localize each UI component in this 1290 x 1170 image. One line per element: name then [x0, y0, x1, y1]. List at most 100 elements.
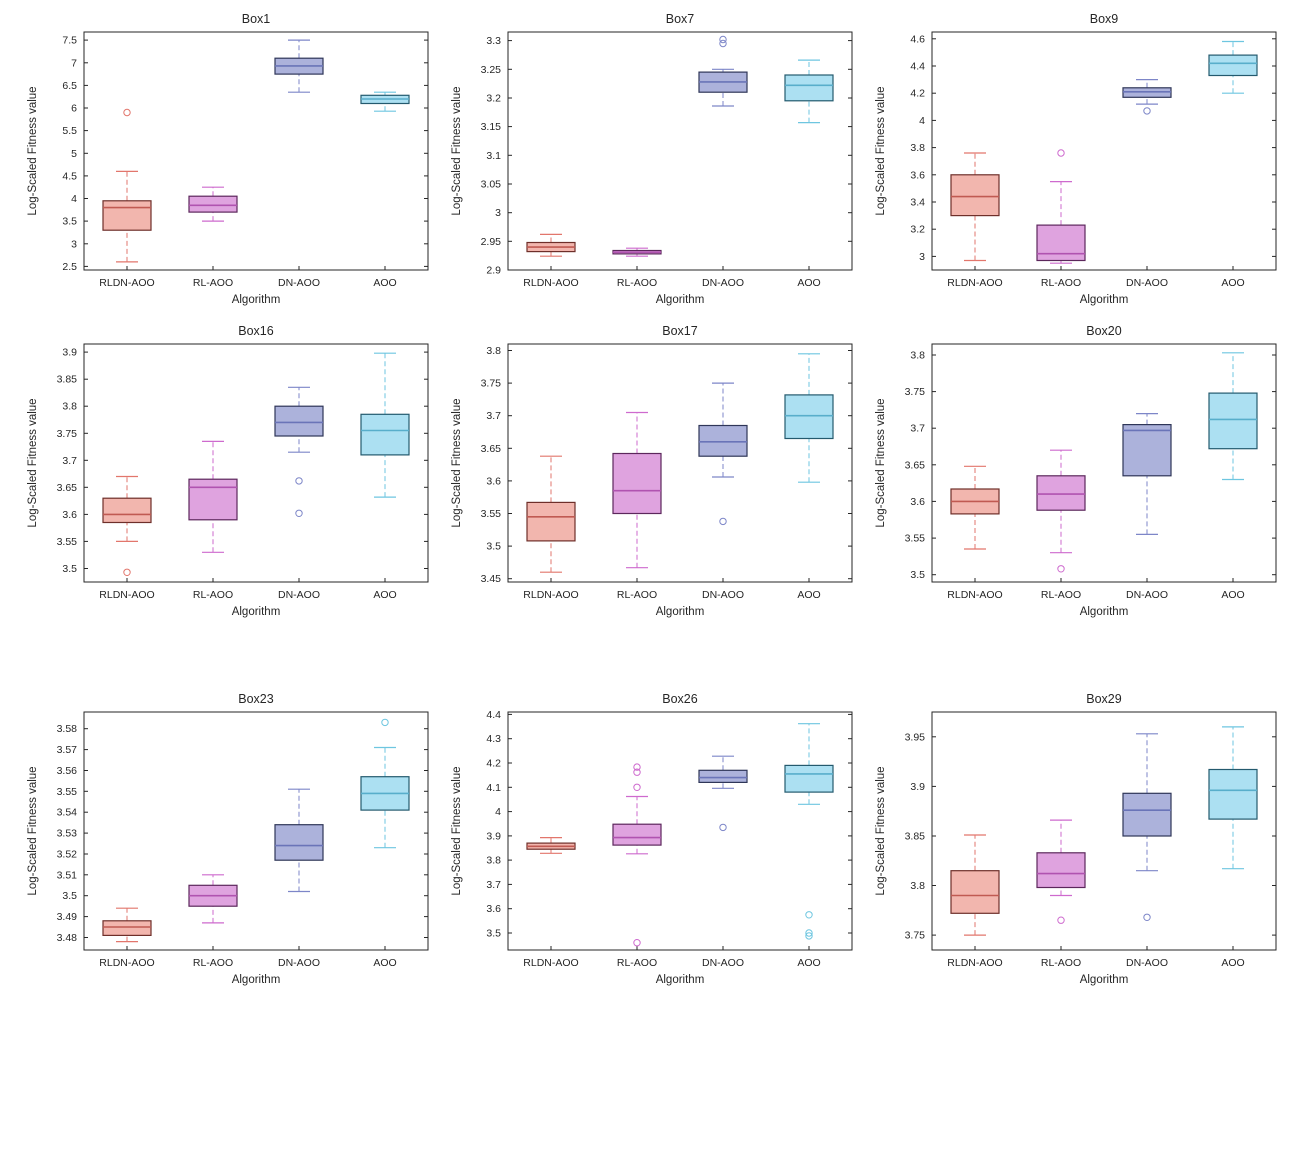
x-tick-label: AOO [373, 589, 396, 601]
x-tick-label: DN-AOO [1126, 589, 1168, 601]
y-axis-label: Log-Scaled Fitness value [875, 86, 887, 215]
x-tick-label: AOO [1221, 277, 1244, 289]
y-tick-label: 3.48 [57, 932, 78, 944]
box-AOO [784, 394, 834, 440]
outlier-marker [719, 39, 727, 48]
subplot-title: Box26 [662, 692, 697, 706]
y-tick-label: 3.75 [905, 930, 926, 942]
outlier-marker [805, 932, 813, 940]
x-tick-label: AOO [1221, 957, 1244, 969]
x-tick-label: DN-AOO [702, 957, 744, 969]
y-tick-label: 3.6 [910, 169, 925, 181]
y-tick-label: 4.2 [486, 758, 501, 770]
y-tick-label: 4.4 [486, 709, 501, 721]
y-tick-label: 3.52 [57, 849, 78, 861]
y-tick-label: 2.95 [481, 236, 502, 248]
x-tick-label: DN-AOO [702, 589, 744, 601]
boxplot-Box17: Box17 3.45 3.5 3.55 3.6 3.65 3.7 3.75 3.8 RLDN-AO… [451, 324, 853, 618]
boxplot-Box16: Box16 3.5 3.55 3.6 3.65 3.7 3.75 3.8 3.85 3.9 RLDN… [27, 324, 429, 618]
y-tick-label: 2.9 [486, 265, 501, 277]
subplot-Box1: Box1 2.5 3 3.5 4 4.5 5 5.5 6 6.5 7 7.5 RLDN-AOO RL-AO… [20, 8, 444, 320]
y-tick-label: 3.05 [481, 179, 502, 191]
subplot-Box16: Box16 3.5 3.55 3.6 3.65 3.7 3.75 3.8 3.85 3.9 RLDN… [20, 320, 444, 632]
x-tick-label: DN-AOO [702, 277, 744, 289]
y-tick-label: 3.6 [62, 509, 77, 521]
x-axis-label: Algorithm [232, 974, 281, 986]
y-tick-label: 3.8 [486, 345, 501, 357]
y-tick-label: 3.9 [486, 830, 501, 842]
subplot-title: Box7 [666, 12, 695, 26]
y-tick-label: 3.7 [910, 423, 925, 435]
subplot-title: Box9 [1090, 12, 1119, 26]
axes-frame [507, 711, 853, 951]
box-RLDN-AOO [102, 200, 152, 231]
x-tick-label: DN-AOO [278, 589, 320, 601]
box-AOO [1208, 392, 1258, 450]
figure-canvas: Box1 2.5 3 3.5 4 4.5 5 5.5 6 6.5 7 7.5 RLDN-AOO RL-AO… [20, 8, 1290, 1000]
y-tick-label: 3.9 [910, 781, 925, 793]
box-RL-AOO [188, 195, 238, 213]
x-axis-label: Algorithm [656, 606, 705, 618]
y-tick-label: 3.5 [910, 569, 925, 581]
axes-frame [507, 343, 853, 583]
boxplot-Box23: Box23 3.48 3.49 3.5 3.51 3.52 3.53 3.54 3.55 3.56… [27, 692, 429, 986]
y-tick-label: 7.5 [62, 35, 77, 47]
y-tick-label: 3.75 [57, 428, 78, 440]
y-tick-label: 3.8 [910, 142, 925, 154]
x-tick-label: AOO [1221, 589, 1244, 601]
subplot-title: Box29 [1086, 692, 1121, 706]
y-tick-label: 4.6 [910, 33, 925, 45]
box-RL-AOO [1036, 475, 1086, 511]
box-AOO [784, 764, 834, 793]
boxplot-Box7: Box7 2.9 2.95 3 3.05 3.1 3.15 3.2 3.25 3.3 RLDN-AO… [451, 12, 853, 306]
outlier-marker [633, 939, 641, 947]
x-tick-label: RLDN-AOO [99, 277, 154, 289]
x-tick-label: RLDN-AOO [947, 589, 1002, 601]
y-tick-label: 3.2 [486, 93, 501, 105]
y-tick-label: 3.6 [486, 475, 501, 487]
box-RL-AOO [1036, 224, 1086, 262]
y-tick-label: 3.7 [486, 410, 501, 422]
y-axis-label: Log-Scaled Fitness value [875, 398, 887, 527]
axes-frame [931, 343, 1277, 583]
y-tick-label: 3.65 [57, 482, 78, 494]
x-tick-label: RLDN-AOO [523, 277, 578, 289]
x-axis-label: Algorithm [1080, 294, 1129, 306]
box-RLDN-AOO [102, 920, 152, 937]
y-tick-label: 4 [919, 115, 925, 127]
axes-frame [83, 343, 429, 583]
y-tick-label: 3.5 [62, 563, 77, 575]
y-tick-label: 4 [71, 193, 77, 205]
y-tick-label: 3.55 [481, 508, 502, 520]
y-axis-label: Log-Scaled Fitness value [27, 766, 39, 895]
axes-frame [83, 711, 429, 951]
x-tick-label: RLDN-AOO [947, 957, 1002, 969]
x-tick-label: RL-AOO [1041, 957, 1081, 969]
x-tick-label: AOO [797, 589, 820, 601]
y-tick-label: 5 [71, 148, 77, 160]
y-tick-label: 3.8 [910, 880, 925, 892]
boxplot-grid: Box1 2.5 3 3.5 4 4.5 5 5.5 6 6.5 7 7.5 RLDN-AOO RL-AO… [20, 8, 1290, 1000]
x-tick-label: RL-AOO [617, 589, 657, 601]
axes-frame [931, 711, 1277, 951]
box-DN-AOO [698, 424, 748, 457]
y-tick-label: 3.65 [481, 443, 502, 455]
box-AOO [360, 413, 410, 456]
y-tick-label: 3.25 [481, 64, 502, 76]
x-tick-label: DN-AOO [1126, 277, 1168, 289]
y-tick-label: 3.8 [486, 855, 501, 867]
y-tick-label: 4.2 [910, 88, 925, 100]
subplot-Box26: Box26 3.5 3.6 3.7 3.8 3.9 4 4.1 4.2 4.3 4.4 RLDN-AO… [444, 688, 868, 1000]
y-tick-label: 3.1 [486, 150, 501, 162]
y-axis-label: Log-Scaled Fitness value [875, 766, 887, 895]
outlier-marker [295, 509, 303, 518]
x-tick-label: AOO [797, 957, 820, 969]
x-tick-label: RLDN-AOO [523, 957, 578, 969]
subplot-Box9: Box9 3 3.2 3.4 3.6 3.8 4 4.2 4.4 4.6 RLDN-AOO RL-AO… [868, 8, 1290, 320]
y-axis-label: Log-Scaled Fitness value [451, 398, 463, 527]
y-tick-label: 3.85 [57, 374, 78, 386]
outlier-marker [295, 477, 303, 485]
box-RL-AOO [612, 452, 662, 515]
y-axis-label: Log-Scaled Fitness value [27, 398, 39, 527]
box-AOO [1208, 54, 1258, 77]
